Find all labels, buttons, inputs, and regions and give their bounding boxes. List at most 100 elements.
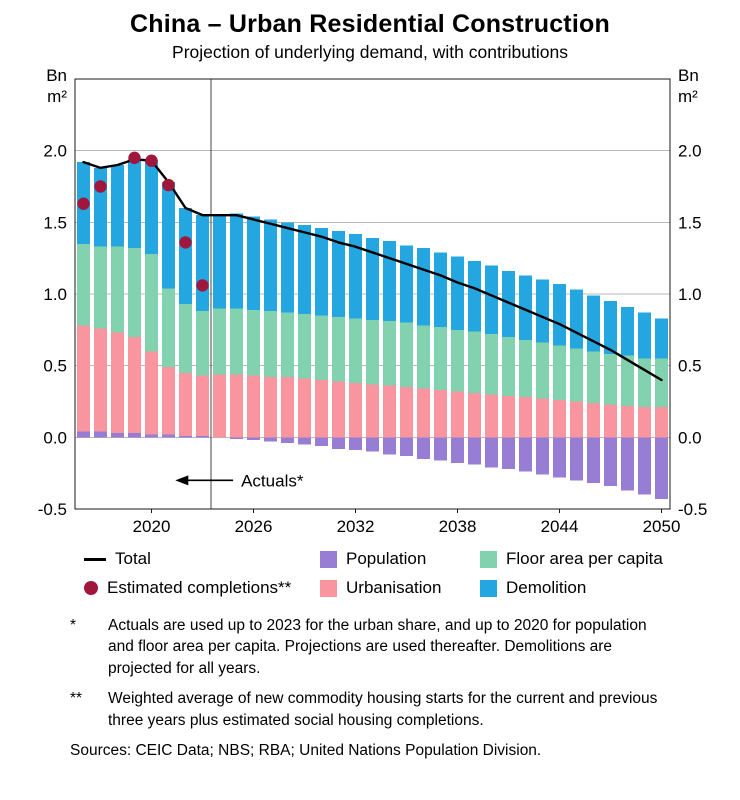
bar-segment: [519, 275, 532, 340]
bar-segment: [247, 375, 260, 438]
bar-segment: [230, 374, 243, 438]
bar-segment: [570, 289, 583, 349]
y-tick-label-left: 0.0: [43, 428, 67, 447]
legend-label: Population: [346, 549, 427, 568]
bar-segment: [434, 390, 447, 438]
bar-segment: [587, 295, 600, 352]
actuals-annotation: Actuals*: [175, 471, 304, 490]
footnote-text: Actuals are used up to 2023 for the urba…: [108, 617, 647, 677]
plot-frame: [74, 78, 671, 510]
bar-segment: [77, 431, 90, 438]
bar-segment: [587, 437, 600, 484]
bar-segment: [366, 238, 379, 320]
x-tick-label: 2044: [541, 517, 579, 536]
completions-dot: [145, 154, 158, 167]
y-tick-label-right: 0.0: [678, 428, 702, 447]
bar-segment: [434, 252, 447, 327]
bar-segment: [400, 245, 413, 323]
bar-segment: [638, 437, 651, 495]
completions-dots: [77, 151, 209, 292]
bar-segment: [468, 331, 481, 393]
bar-segment: [451, 437, 464, 464]
bar-segment: [213, 215, 226, 309]
bar-segment: [400, 322, 413, 388]
bar-segment: [621, 355, 634, 406]
bar-segment: [230, 308, 243, 375]
bar-segment: [366, 384, 379, 438]
bar-segment: [655, 437, 668, 499]
series-color-swatch: [320, 550, 337, 568]
completions-dot: [94, 180, 107, 193]
actuals-arrowhead: [175, 475, 189, 486]
legend-item: Demolition: [480, 578, 740, 598]
footnote-text: Weighted average of new commodity housin…: [108, 690, 658, 729]
bar-segment: [502, 271, 515, 337]
bar-segment: [604, 437, 617, 487]
bar-segment: [145, 253, 158, 352]
stacked-bars: [77, 159, 668, 499]
y-tick-label-left: 0.5: [43, 357, 67, 376]
bar-segment: [468, 437, 481, 465]
bar-segment: [332, 437, 345, 449]
y-tick-label-right: 1.0: [678, 285, 702, 304]
completions-dot: [162, 178, 175, 192]
series-color-swatch: [480, 579, 497, 597]
bar-segment: [383, 321, 396, 386]
bar-segment: [638, 312, 651, 359]
footnotes: * Actuals are used up to 2023 for the ur…: [70, 615, 740, 761]
unit-label-right: Bn: [678, 66, 699, 85]
bar-segment: [417, 388, 430, 438]
legend-label: Floor area per capita: [506, 549, 663, 568]
unit-label-left: Bn: [46, 66, 67, 85]
bar-segment: [145, 434, 158, 438]
bar-segment: [298, 378, 311, 438]
bar-segment: [264, 377, 277, 438]
bar-segment: [128, 337, 141, 434]
bar-segment: [468, 261, 481, 332]
bar-segment: [349, 233, 362, 319]
y-tick-label-right: 0.5: [678, 357, 702, 376]
legend-item: Floor area per capita: [480, 549, 740, 569]
bar-segment: [468, 392, 481, 438]
bar-segment: [196, 375, 209, 436]
bar-segment: [145, 160, 158, 254]
y-axis-labels: 2.0 2.0 1.5 1.5 1.0 1.0 0.5 0.5 0.0 0.0 -0.5 -0.5: [38, 142, 708, 519]
bar-segment: [196, 215, 209, 312]
bar-segment: [655, 407, 668, 438]
bar-segment: [621, 437, 634, 491]
bar-segment: [485, 437, 498, 468]
x-tick-label: 2020: [133, 517, 171, 536]
sources-line: Sources: CEIC Data; NBS; RBA; United Nat…: [70, 741, 542, 759]
page-title: China – Urban Residential Construction: [130, 10, 610, 38]
bar-segment: [264, 219, 277, 312]
bar-segment: [400, 387, 413, 438]
bar-segment: [519, 397, 532, 438]
bar-segment: [383, 240, 396, 322]
bar-segment: [451, 256, 464, 330]
bar-segment: [281, 222, 294, 313]
bar-segment: [417, 325, 430, 389]
bar-segment: [587, 351, 600, 403]
bar-segment: [587, 402, 600, 438]
legend-label: Total: [115, 549, 151, 568]
bar-segment: [281, 377, 294, 438]
series-color-swatch: [480, 550, 497, 568]
bar-segment: [94, 431, 107, 438]
bar-segment: [94, 328, 107, 432]
bar-segment: [162, 288, 175, 368]
bar-segment: [179, 304, 192, 373]
bar-segment: [604, 404, 617, 438]
bar-segment: [638, 358, 651, 408]
x-tick-label: 2026: [235, 517, 273, 536]
y-tick-label-left: 1.0: [43, 285, 67, 304]
bar-segment: [451, 391, 464, 438]
bar-segment: [349, 318, 362, 383]
bar-segment: [94, 167, 107, 247]
bar-segment: [281, 312, 294, 378]
bar-segment: [485, 394, 498, 438]
bar-segment: [485, 334, 498, 395]
bar-segment: [655, 358, 668, 408]
bar-segment: [502, 437, 515, 469]
bar-segment: [128, 433, 141, 438]
